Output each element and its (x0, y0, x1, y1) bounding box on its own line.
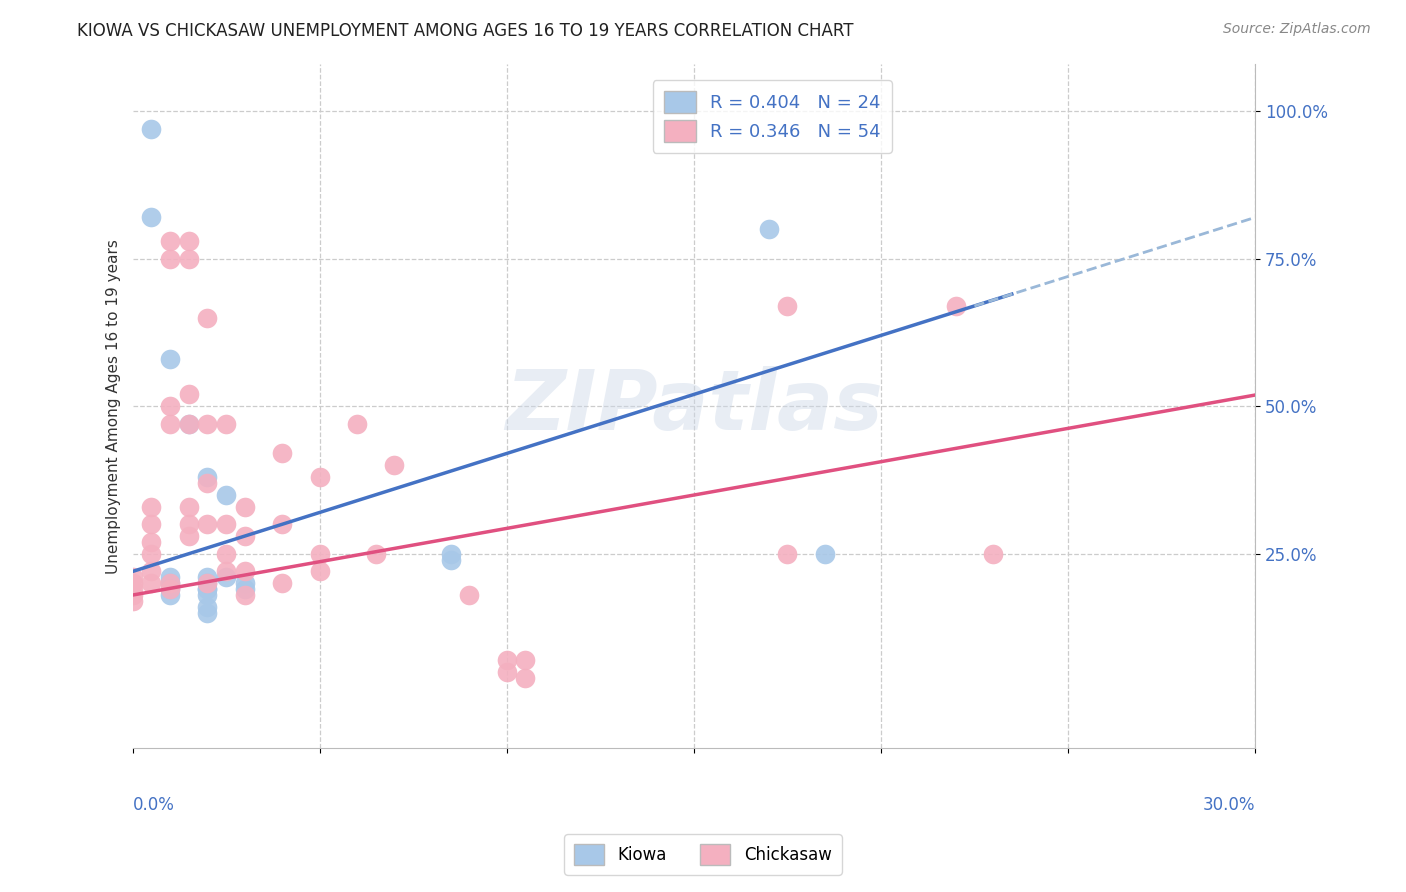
Point (141, 122, 163, 136)
Point (195, 599, 218, 614)
Point (177, 417, 200, 431)
Point (233, 565, 256, 579)
Point (121, 570, 143, 584)
Point (308, 565, 330, 579)
Point (159, 576, 181, 591)
Point (159, 582, 181, 597)
Point (195, 582, 218, 597)
Point (159, 417, 181, 431)
Point (215, 488, 238, 502)
Point (159, 399, 181, 413)
Point (159, 582, 181, 597)
Point (195, 570, 218, 584)
Text: Source: ZipAtlas.com: Source: ZipAtlas.com (1223, 22, 1371, 37)
Point (364, 547, 387, 561)
Point (515, 653, 537, 667)
Point (215, 517, 238, 532)
Point (195, 588, 218, 602)
Point (121, 588, 143, 602)
Point (177, 500, 200, 514)
Point (159, 570, 181, 584)
Point (458, 588, 481, 602)
Point (159, 588, 181, 602)
Point (177, 387, 200, 401)
Point (159, 576, 181, 591)
Point (495, 653, 517, 667)
Point (515, 671, 537, 685)
Point (177, 417, 200, 431)
Text: ZIPatlas: ZIPatlas (505, 366, 883, 447)
Point (195, 475, 218, 490)
Point (195, 517, 218, 532)
Point (177, 529, 200, 543)
Point (271, 517, 294, 532)
Point (308, 470, 330, 484)
Point (758, 222, 780, 236)
Point (945, 299, 967, 313)
Point (495, 665, 517, 679)
Point (384, 458, 406, 473)
Point (215, 565, 238, 579)
Point (141, 576, 163, 591)
Point (814, 547, 837, 561)
Point (159, 234, 181, 248)
Point (141, 547, 163, 561)
Point (195, 606, 218, 620)
Point (195, 470, 218, 484)
Point (195, 576, 218, 591)
Legend: R = 0.404   N = 24, R = 0.346   N = 54: R = 0.404 N = 24, R = 0.346 N = 54 (652, 80, 891, 153)
Point (177, 234, 200, 248)
Point (439, 547, 461, 561)
Point (195, 310, 218, 325)
Point (195, 417, 218, 431)
Point (215, 417, 238, 431)
Point (121, 576, 143, 591)
Point (233, 588, 256, 602)
Point (141, 535, 163, 549)
Point (141, 565, 163, 579)
Point (141, 500, 163, 514)
Point (215, 570, 238, 584)
Point (439, 552, 461, 566)
Point (195, 582, 218, 597)
Point (141, 517, 163, 532)
Point (233, 500, 256, 514)
Point (271, 446, 294, 460)
Point (159, 252, 181, 266)
Point (121, 594, 143, 608)
Point (308, 547, 330, 561)
Point (141, 211, 163, 225)
Point (195, 576, 218, 591)
Point (233, 582, 256, 597)
Legend: Kiowa, Chickasaw: Kiowa, Chickasaw (564, 834, 842, 875)
Point (159, 352, 181, 367)
Text: KIOWA VS CHICKASAW UNEMPLOYMENT AMONG AGES 16 TO 19 YEARS CORRELATION CHART: KIOWA VS CHICKASAW UNEMPLOYMENT AMONG AG… (77, 22, 853, 40)
Point (177, 252, 200, 266)
Point (271, 576, 294, 591)
Point (233, 529, 256, 543)
Point (776, 547, 799, 561)
Text: 0.0%: 0.0% (132, 797, 174, 814)
Point (776, 299, 799, 313)
Point (981, 547, 1004, 561)
Point (215, 547, 238, 561)
Y-axis label: Unemployment Among Ages 16 to 19 years: Unemployment Among Ages 16 to 19 years (107, 239, 121, 574)
Point (346, 417, 368, 431)
Point (233, 576, 256, 591)
Text: 30.0%: 30.0% (1202, 797, 1256, 814)
Point (121, 582, 143, 597)
Point (177, 517, 200, 532)
